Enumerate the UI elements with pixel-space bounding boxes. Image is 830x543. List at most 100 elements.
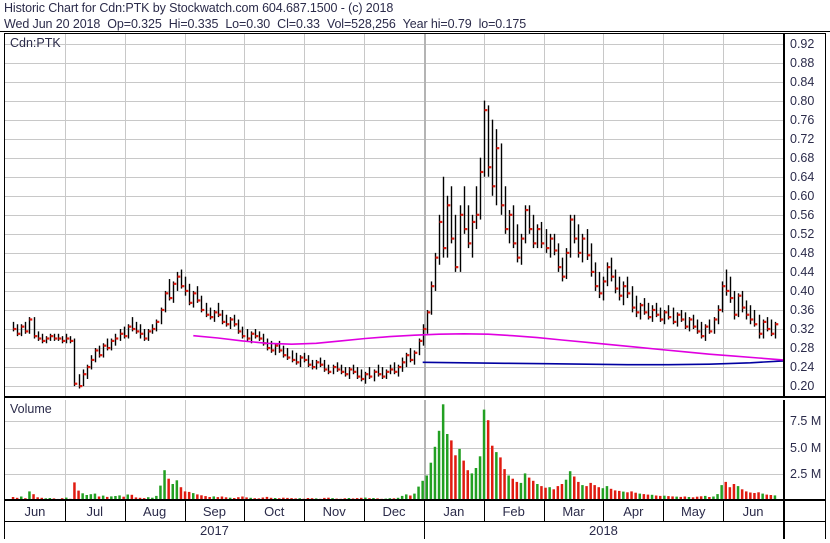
volume-bar [388, 498, 392, 499]
volume-bar [36, 497, 39, 499]
volume-bar [65, 497, 68, 499]
volume-bar [376, 498, 379, 499]
price-gridline [5, 196, 783, 197]
volume-bar [208, 497, 211, 499]
quote-open: Op=0.325 [107, 17, 162, 31]
volume-bar [233, 498, 236, 499]
price-gridline [5, 234, 783, 235]
volume-bar [155, 495, 158, 499]
volume-bar [486, 420, 490, 499]
price-tick-label: 0.84 [790, 75, 815, 89]
price-tick-label: 0.36 [790, 303, 815, 317]
volume-bar [253, 498, 256, 499]
volume-bar [323, 497, 326, 499]
volume-bar [679, 496, 682, 499]
price-gridline [5, 215, 783, 216]
month-label: Feb [502, 504, 525, 519]
price-gridline [5, 310, 783, 311]
volume-bar [499, 457, 502, 499]
volume-bar [536, 484, 539, 499]
volume-bar [667, 496, 670, 499]
month-gridline [244, 34, 245, 396]
volume-panel[interactable]: Volume [5, 400, 783, 501]
volume-bar [425, 475, 428, 499]
volume-panel-label: Volume [10, 402, 52, 416]
volume-bar [204, 496, 207, 499]
volume-bar [187, 491, 191, 499]
volume-bar [659, 495, 662, 499]
moving-average-line [422, 360, 783, 366]
volume-bar [433, 446, 437, 499]
price-gridline [5, 272, 783, 273]
volume-bar [511, 478, 514, 499]
volume-bar [224, 497, 228, 499]
month-gridline [304, 34, 305, 396]
month-separator [244, 501, 245, 521]
volume-bar [11, 497, 15, 499]
volume-month-gridline [185, 400, 186, 499]
year-axis-strip: 2017 2018 [5, 522, 783, 539]
volume-bar [77, 490, 80, 499]
volume-bar [409, 495, 412, 499]
volume-bar [237, 497, 240, 499]
price-tick-label: 0.48 [790, 246, 815, 260]
quote-year-low: lo=0.175 [478, 17, 527, 31]
volume-bar [474, 468, 478, 499]
volume-bar [437, 430, 441, 499]
volume-tick-label: 2.5 M [790, 467, 822, 481]
volume-bar [708, 497, 711, 499]
price-gridline [5, 348, 783, 349]
volume-bar [552, 489, 555, 499]
price-tick-label: 0.40 [790, 284, 815, 298]
volume-bar [753, 493, 756, 499]
volume-bar [339, 498, 342, 499]
volume-bar [745, 491, 748, 499]
volume-axis: 7.5 M 5.0 M 2.5 M [783, 400, 825, 501]
volume-bar [114, 496, 117, 499]
volume-gridline [5, 474, 783, 475]
volume-bar [163, 470, 166, 499]
month-separator [304, 501, 305, 521]
month-label: Jun [742, 504, 764, 519]
volume-bar [429, 462, 433, 499]
volume-bar [48, 498, 52, 499]
volume-bar [736, 486, 740, 499]
header-block: Historic Chart for Cdn:PTK by Stockwatch… [0, 0, 830, 32]
volume-bar [101, 495, 105, 499]
month-label: Jan [443, 504, 465, 519]
volume-bar [314, 498, 318, 499]
price-tick-label: 0.76 [790, 113, 815, 127]
volume-bar [15, 497, 19, 499]
volume-bar [630, 491, 633, 499]
volume-bar [134, 497, 138, 499]
month-label: Mar [562, 504, 585, 519]
volume-bar [601, 488, 605, 499]
volume-bar [671, 496, 674, 499]
month-gridline [185, 34, 186, 396]
volume-bar [118, 495, 121, 499]
volume-bar [351, 498, 355, 499]
volume-bar [769, 495, 773, 499]
volume-bar [761, 493, 764, 499]
price-panel-label: Cdn:PTK [10, 36, 61, 50]
volume-bar [622, 491, 625, 499]
price-tick-label: 0.88 [790, 56, 815, 70]
volume-bar [564, 479, 568, 499]
volume-bar [319, 498, 322, 499]
volume-bar [716, 494, 719, 499]
volume-bar [81, 493, 84, 499]
volume-bar [273, 498, 277, 499]
volume-bar [40, 497, 43, 499]
volume-month-gridline [544, 400, 545, 499]
volume-bar [519, 482, 523, 499]
volume-month-gridline [65, 400, 66, 499]
volume-bar [24, 498, 27, 499]
month-label: Jun [24, 504, 46, 519]
price-panel[interactable]: Cdn:PTK [5, 34, 783, 398]
volume-bar [773, 495, 777, 499]
volume-bar [130, 494, 134, 499]
month-separator [723, 501, 724, 521]
volume-bar [544, 487, 547, 499]
year-separator [424, 522, 425, 539]
